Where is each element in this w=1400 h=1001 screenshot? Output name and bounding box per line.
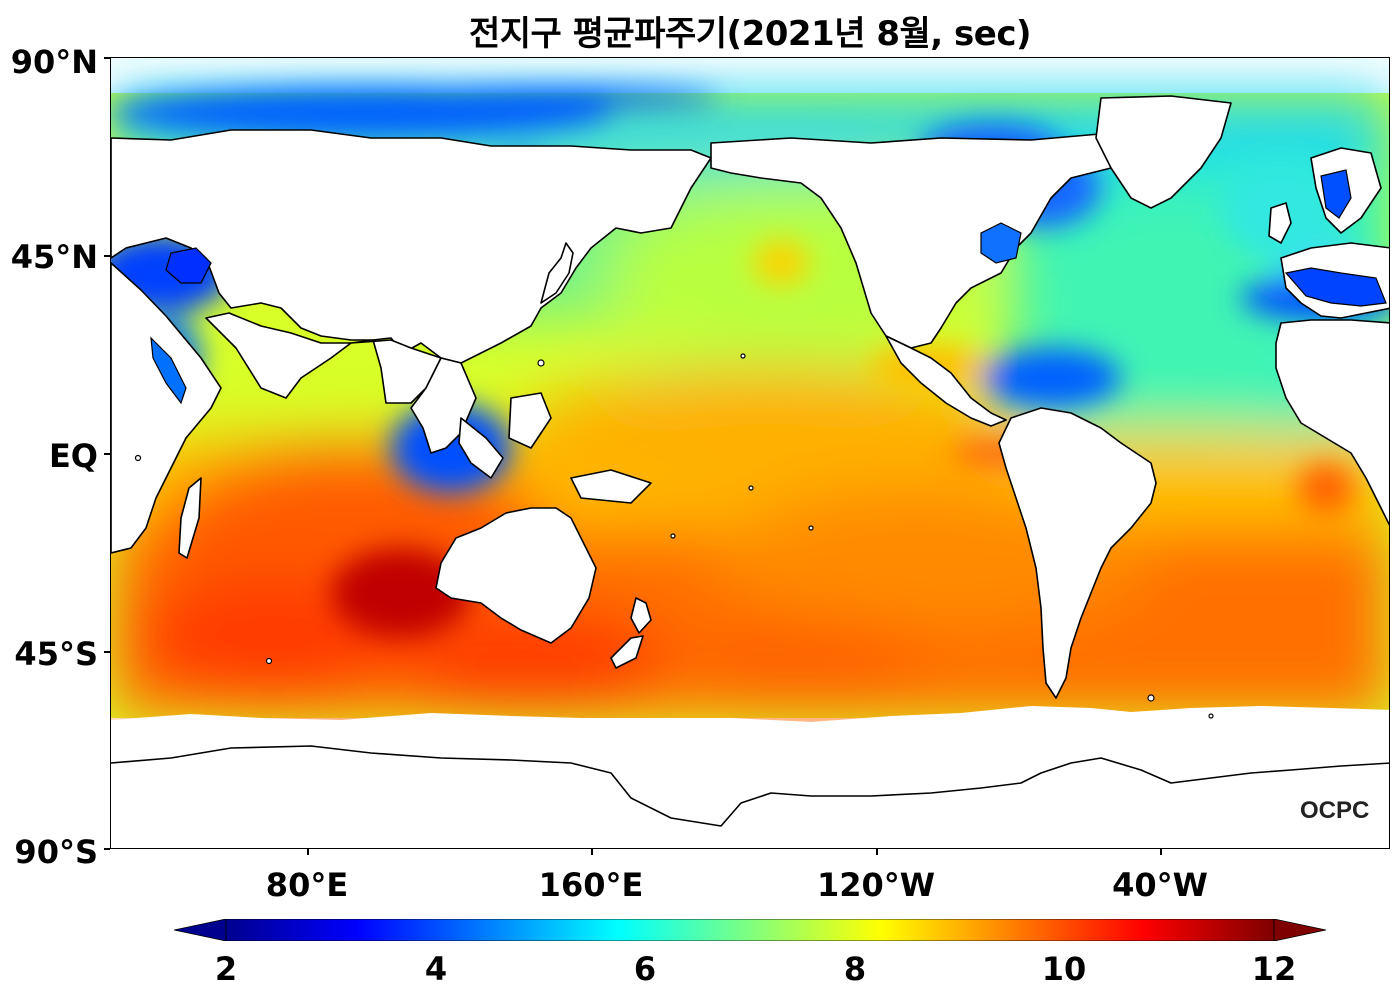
colorbar-tick-8: 8 [843, 950, 867, 988]
colorbar-tick-10: 10 [1041, 950, 1087, 988]
colorbar-tick-6: 6 [633, 950, 657, 988]
lon-label-160e: 160°E [538, 866, 644, 904]
lon-label-80e: 80°E [265, 866, 349, 904]
lat-label-eq: EQ [48, 437, 98, 475]
lat-tick [104, 453, 110, 455]
lon-label-40w: 40°W [1112, 866, 1208, 904]
lon-tick [876, 849, 878, 855]
colorbar-tick-4: 4 [424, 950, 448, 988]
colorbar-max-arrow [1273, 919, 1326, 941]
colorbar-min-arrow [174, 919, 227, 941]
wave-period-map [111, 88, 1389, 848]
colorbar [174, 919, 1326, 941]
lon-tick [591, 849, 593, 855]
lat-tick [104, 848, 110, 850]
colorbar-tick-12: 12 [1251, 950, 1297, 988]
colorbar-gradient [225, 919, 1275, 941]
map-panel [110, 57, 1390, 849]
lon-label-120w: 120°W [816, 866, 936, 904]
lat-label-45n: 45°N [10, 238, 98, 276]
lat-label-45s: 45°S [14, 635, 98, 673]
lat-label-90n: 90°N [10, 43, 98, 81]
islands [134, 353, 1214, 719]
lat-tick [104, 57, 110, 59]
ocpc-logo: OCPC [1300, 797, 1370, 824]
inland-seas [150, 169, 1387, 405]
landmass [111, 95, 1389, 848]
lon-tick [307, 849, 309, 855]
lat-label-90s: 90°S [14, 833, 98, 871]
colorbar-tick-2: 2 [214, 950, 238, 988]
lon-tick [1160, 849, 1162, 855]
lat-tick [104, 255, 110, 257]
map-title: 전지구 평균파주기(2021년 8월, sec) [468, 14, 1032, 54]
lat-tick [104, 651, 110, 653]
